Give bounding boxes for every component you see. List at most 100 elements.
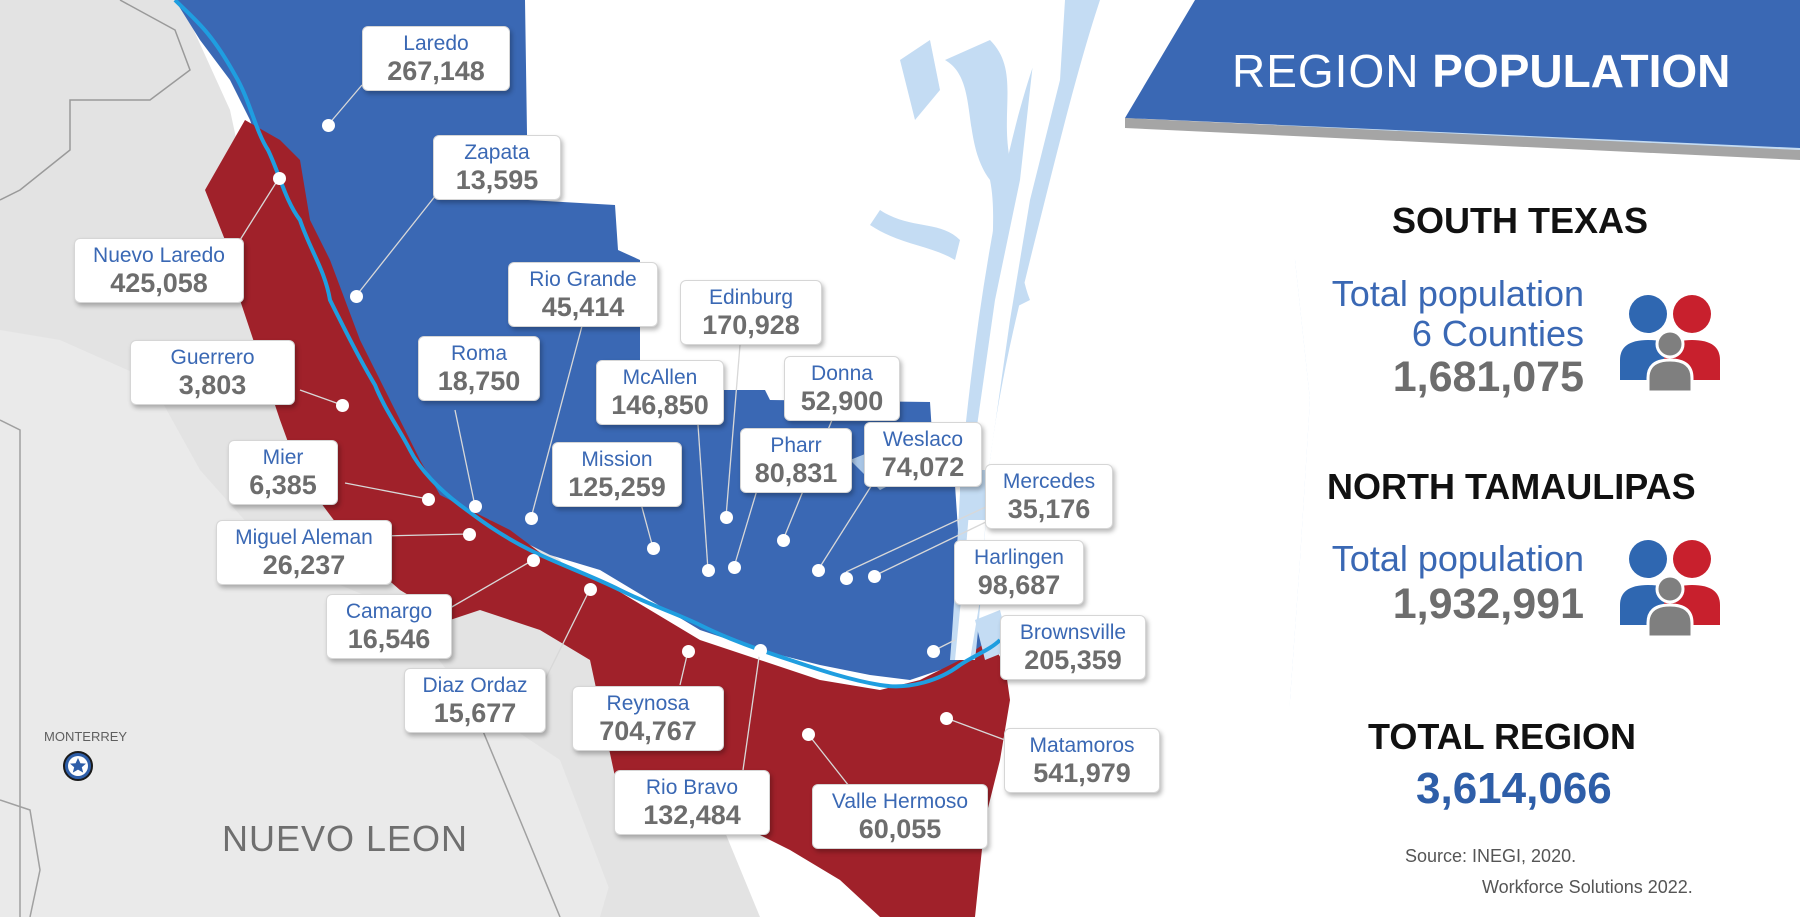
callout-reynosa[interactable]: Reynosa 704,767 (572, 686, 724, 751)
city-name: Mission (581, 448, 653, 471)
city-name: Matamoros (1029, 734, 1135, 757)
callout-laredo[interactable]: Laredo 267,148 (362, 26, 510, 91)
city-dot-weslaco[interactable] (811, 563, 825, 577)
city-dot-nuevo-laredo[interactable] (272, 171, 286, 185)
city-name: Mercedes (1002, 470, 1096, 493)
title-light: REGION (1232, 45, 1420, 97)
city-population: 13,595 (455, 165, 539, 195)
city-population: 132,484 (643, 800, 741, 830)
callout-donna[interactable]: Donna 52,900 (784, 356, 900, 421)
city-name: Laredo (403, 32, 469, 55)
callout-zapata[interactable]: Zapata 13,595 (433, 135, 561, 200)
callout-rio-bravo[interactable]: Rio Bravo 132,484 (614, 770, 770, 835)
city-dot-donna[interactable] (776, 533, 790, 547)
city-population: 18,750 (437, 366, 521, 396)
callout-pharr[interactable]: Pharr 80,831 (740, 428, 852, 493)
callout-harlingen[interactable]: Harlingen 98,687 (954, 540, 1084, 605)
city-population: 45,414 (541, 292, 625, 322)
city-population: 267,148 (387, 56, 485, 86)
callout-brownsville[interactable]: Brownsville 205,359 (1000, 615, 1146, 680)
city-population: 6,385 (249, 470, 317, 500)
nuevo-leon-area (0, 330, 620, 917)
city-dot-harlingen[interactable] (867, 569, 881, 583)
city-dot-mercedes[interactable] (839, 571, 853, 585)
city-population: 80,831 (754, 458, 838, 488)
city-dot-reynosa[interactable] (681, 644, 695, 658)
callout-camargo[interactable]: Camargo 16,546 (326, 594, 452, 659)
north-tamaulipas-heading: NORTH TAMAULIPAS (1327, 466, 1696, 507)
city-name: Guerrero (170, 346, 255, 369)
city-population: 170,928 (702, 310, 800, 340)
city-name: Camargo (345, 600, 433, 623)
city-dot-valle-hermoso[interactable] (801, 727, 815, 741)
city-population: 704,767 (599, 716, 697, 746)
callout-mercedes[interactable]: Mercedes 35,176 (985, 464, 1113, 529)
south-texas-region (175, 0, 990, 680)
city-dot-roma[interactable] (468, 499, 482, 513)
city-dot-edinburg[interactable] (719, 510, 733, 524)
city-population: 98,687 (977, 570, 1061, 600)
city-name: Miguel Aleman (235, 526, 373, 549)
north-tamaulipas-value: 1,932,991 (1392, 580, 1584, 628)
monterrey-star-icon (63, 751, 93, 781)
city-dot-miguel-aleman[interactable] (462, 527, 476, 541)
callout-weslaco[interactable]: Weslaco 74,072 (864, 422, 982, 487)
city-dot-guerrero[interactable] (335, 398, 349, 412)
source-line1: Source: INEGI, 2020. (1405, 846, 1577, 866)
city-dot-zapata[interactable] (349, 289, 363, 303)
city-name: Nuevo Laredo (93, 244, 225, 267)
city-dot-mier[interactable] (421, 492, 435, 506)
city-name: Weslaco (882, 428, 964, 451)
city-dot-matamoros[interactable] (939, 711, 953, 725)
north-tamaulipas-label-line1: Total population (1331, 538, 1584, 579)
city-dot-mission[interactable] (646, 541, 660, 555)
city-name: Roma (450, 342, 508, 365)
city-dot-rio-grande[interactable] (524, 511, 538, 525)
callout-rio-grande[interactable]: Rio Grande 45,414 (508, 262, 658, 327)
city-name: Diaz Ordaz (422, 674, 528, 697)
city-name: Harlingen (974, 546, 1064, 569)
north-tamaulipas-region (205, 120, 1010, 917)
south-texas-heading: SOUTH TEXAS (1392, 200, 1649, 241)
city-population: 205,359 (1024, 645, 1122, 675)
callout-diaz-ordaz[interactable]: Diaz Ordaz 15,677 (404, 668, 546, 733)
city-name: Mier (262, 446, 304, 469)
city-name: McAllen (622, 366, 698, 389)
callout-matamoros[interactable]: Matamoros 541,979 (1004, 728, 1160, 793)
callout-mission[interactable]: Mission 125,259 (552, 442, 682, 507)
city-dot-brownsville[interactable] (926, 644, 940, 658)
city-population: 425,058 (110, 268, 208, 298)
title-bold: POPULATION (1432, 45, 1731, 97)
callout-guerrero[interactable]: Guerrero 3,803 (130, 340, 295, 405)
city-dot-camargo[interactable] (526, 553, 540, 567)
callout-mier[interactable]: Mier 6,385 (228, 440, 338, 505)
source-line2: Workforce Solutions 2022. (1482, 877, 1693, 897)
city-dot-diaz-ordaz[interactable] (583, 582, 597, 596)
city-dot-pharr[interactable] (727, 560, 741, 574)
callout-nuevo-laredo[interactable]: Nuevo Laredo 425,058 (74, 238, 244, 303)
callout-valle-hermoso[interactable]: Valle Hermoso 60,055 (812, 784, 988, 849)
city-dot-mcallen[interactable] (701, 563, 715, 577)
rio-grande-river (173, 0, 1002, 689)
city-population: 541,979 (1033, 758, 1131, 788)
city-name: Zapata (464, 141, 530, 164)
capital-label-monterrey: MONTERREY (44, 729, 128, 744)
city-population: 125,259 (568, 472, 666, 502)
state-label-nuevo-leon: NUEVO LEON (222, 818, 469, 859)
city-name: Rio Grande (529, 268, 637, 291)
city-population: 3,803 (178, 370, 247, 400)
callout-mcallen[interactable]: McAllen 146,850 (596, 360, 724, 425)
city-name: Reynosa (606, 692, 690, 715)
callout-edinburg[interactable]: Edinburg 170,928 (680, 280, 822, 345)
city-population: 35,176 (1007, 494, 1091, 524)
callout-roma[interactable]: Roma 18,750 (418, 336, 540, 401)
city-name: Pharr (770, 434, 822, 457)
city-dot-rio-bravo[interactable] (753, 643, 767, 657)
city-population: 26,237 (262, 550, 346, 580)
city-name: Valle Hermoso (831, 790, 969, 813)
city-population: 60,055 (858, 814, 942, 844)
callout-miguel-aleman[interactable]: Miguel Aleman 26,237 (216, 520, 392, 585)
city-name: Donna (811, 362, 873, 385)
city-dot-laredo[interactable] (321, 118, 335, 132)
total-region-value: 3,614,066 (1416, 764, 1612, 813)
